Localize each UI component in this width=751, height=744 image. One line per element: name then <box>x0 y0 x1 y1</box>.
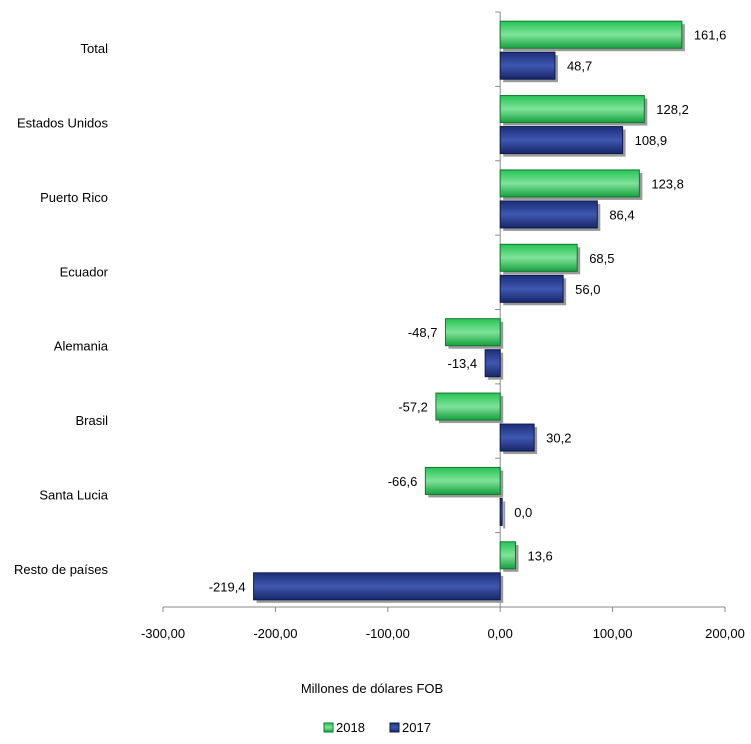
data-label: -57,2 <box>398 400 428 415</box>
data-label: 161,6 <box>694 28 727 43</box>
bar-2018 <box>499 20 685 52</box>
legend-label-2017: 2017 <box>402 720 431 735</box>
legend-swatch-2018 <box>323 722 334 733</box>
data-label: 56,0 <box>575 282 600 297</box>
data-label: 48,7 <box>567 59 592 74</box>
category-label: Estados Unidos <box>17 116 109 131</box>
bar-2017 <box>499 51 558 83</box>
bar-2017 <box>499 200 601 231</box>
bar-2018 <box>499 169 643 200</box>
x-tick-label: 0,00 <box>488 626 513 641</box>
x-tick-label: 100,00 <box>593 626 633 641</box>
data-label: 0,0 <box>514 505 532 520</box>
data-label: 128,2 <box>656 102 689 117</box>
data-label: 86,4 <box>609 207 634 222</box>
x-tick-label: -300,00 <box>141 626 185 641</box>
data-label: 13,6 <box>527 548 552 563</box>
data-label: -48,7 <box>408 325 438 340</box>
bar-2017 <box>253 572 504 603</box>
bar-2018 <box>424 466 504 498</box>
plot-area: -300,00 -200,00 -100,00 0,00 100,00 200,00 Tot… <box>14 11 745 641</box>
bar-2018 <box>499 541 519 572</box>
bar-2017 <box>499 497 506 529</box>
bar-2018 <box>499 243 581 275</box>
bar-2017 <box>499 126 626 157</box>
x-tick-label: -200,00 <box>253 626 297 641</box>
data-label: 30,2 <box>546 431 571 446</box>
data-label: 108,9 <box>635 133 668 148</box>
category-label: Ecuador <box>60 264 109 279</box>
bar-2018 <box>499 95 648 126</box>
data-label: -66,6 <box>388 474 418 489</box>
data-label: 68,5 <box>589 251 614 266</box>
bar-2017 <box>484 349 504 380</box>
x-axis-title: Millones de dólares FOB <box>301 681 443 696</box>
legend-label-2018: 2018 <box>336 720 365 735</box>
category-label: Brasil <box>75 413 108 428</box>
legend-swatch-2017 <box>389 722 400 733</box>
data-label: -219,4 <box>209 579 246 594</box>
category-label: Total <box>81 41 109 56</box>
bar-2018 <box>435 392 504 424</box>
x-tick-label: -100,00 <box>366 626 410 641</box>
category-label: Resto de países <box>14 562 108 577</box>
bar-2018 <box>444 318 504 349</box>
category-label: Santa Lucia <box>39 487 108 502</box>
x-tick-label: 200,00 <box>705 626 745 641</box>
category-label: Puerto Rico <box>40 190 108 205</box>
data-label: 123,8 <box>651 176 684 191</box>
category-label: Alemania <box>54 339 109 354</box>
legend: 2018 2017 <box>323 720 431 735</box>
bar-2017 <box>499 423 538 455</box>
bar-2017 <box>499 274 567 306</box>
data-label: -13,4 <box>447 356 477 371</box>
